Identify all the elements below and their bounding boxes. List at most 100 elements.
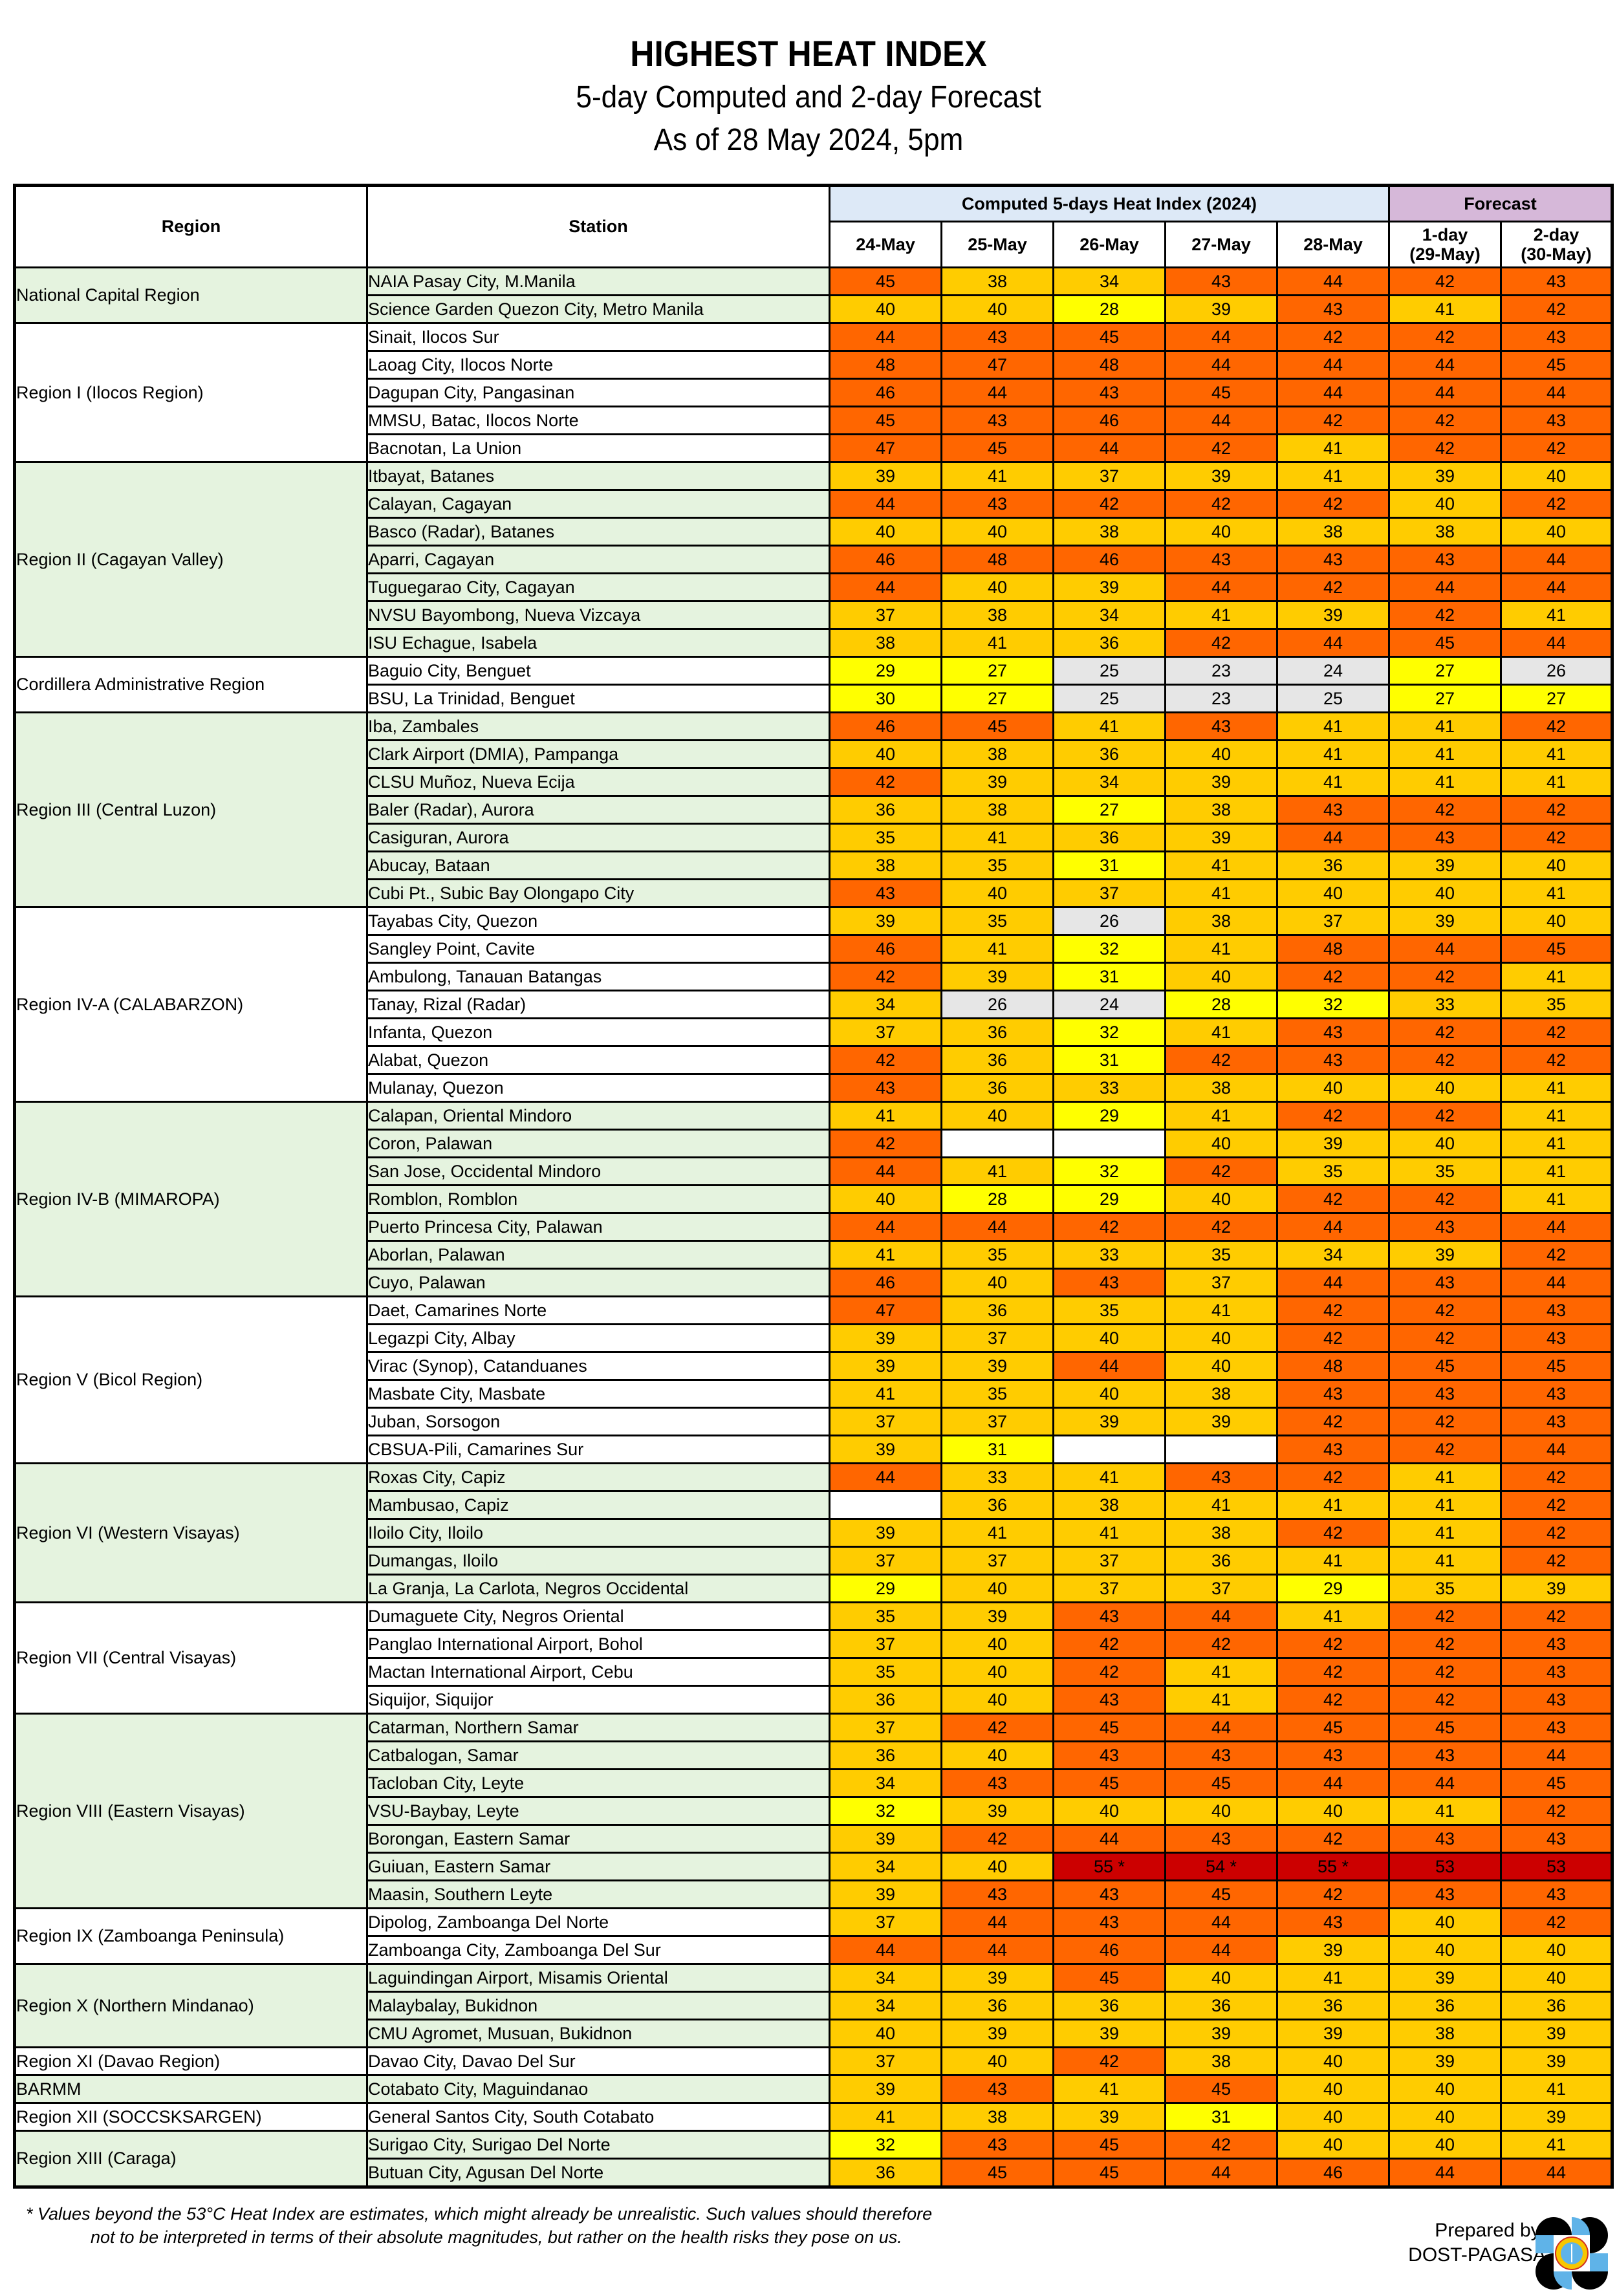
region-cell: Region II (Cagayan Valley) — [14, 461, 368, 658]
heat-index-value: 28 — [1052, 294, 1166, 324]
heat-index-value: 42 — [1276, 1518, 1390, 1548]
heat-index-value: 37 — [1052, 1574, 1166, 1603]
forecast-value: 41 — [1500, 739, 1613, 769]
station-cell: Dumangas, Iloilo — [366, 1546, 830, 1576]
heat-index-value: 43 — [1164, 1740, 1278, 1770]
table-row: Virac (Synop), Catanduanes 39 39 44 40 48 45 45 — [15, 1351, 1613, 1381]
heat-index-value: 40 — [1164, 1129, 1278, 1158]
heat-index-value: 46 — [1276, 2158, 1390, 2188]
heat-index-value: 37 — [940, 1546, 1054, 1576]
forecast-value: 42 — [1388, 1045, 1502, 1075]
heat-index-value: 38 — [940, 795, 1054, 825]
heat-index-value: 34 — [829, 990, 942, 1019]
heat-index-value: 43 — [1276, 1045, 1390, 1075]
station-cell: Zamboanga City, Zamboanga Del Sur — [366, 1935, 830, 1965]
heat-index-value: 23 — [1164, 656, 1278, 686]
forecast-value: 41 — [1388, 294, 1502, 324]
forecast-value: 27 — [1388, 656, 1502, 686]
forecast-value: 41 — [1500, 1073, 1613, 1103]
heat-index-value: 43 — [1052, 378, 1166, 407]
heat-index-value: 40 — [1164, 1184, 1278, 1214]
heat-index-value: 40 — [1276, 878, 1390, 908]
heat-index-value: 25 — [1276, 684, 1390, 713]
heat-index-value: 32 — [1276, 990, 1390, 1019]
forecast-value: 42 — [1388, 1435, 1502, 1464]
page-title: HIGHEST HEAT INDEX — [630, 33, 987, 74]
forecast-value: 53 — [1500, 1852, 1613, 1881]
forecast-value: 43 — [1500, 1879, 1613, 1909]
heat-index-value: 43 — [1164, 1462, 1278, 1492]
heat-index-value: 42 — [1276, 1824, 1390, 1854]
table-row: Mactan International Airport, Cebu 35 40 42… — [15, 1657, 1613, 1687]
forecast-value: 41 — [1500, 1184, 1613, 1214]
forecast-value: 40 — [1500, 1935, 1613, 1965]
region-cell: Region I (Ilocos Region) — [14, 322, 368, 463]
region-cell: Region III (Central Luzon) — [14, 711, 368, 908]
station-cell: Roxas City, Capiz — [366, 1462, 830, 1492]
heat-index-value: 36 — [940, 1045, 1054, 1075]
forecast-value: 43 — [1500, 1295, 1613, 1325]
heat-index-value: 45 — [1052, 1963, 1166, 1993]
heat-index-value: 31 — [1052, 1045, 1166, 1075]
forecast-value: 43 — [1388, 823, 1502, 852]
station-cell: Catarman, Northern Samar — [366, 1713, 830, 1742]
group-header-computed: Computed 5-days Heat Index (2024) — [829, 184, 1390, 222]
heat-index-value: 39 — [1164, 1407, 1278, 1436]
station-cell: NAIA Pasay City, M.Manila — [366, 266, 830, 296]
heat-index-value: 43 — [1052, 1907, 1166, 1937]
heat-index-value: 41 — [1164, 1685, 1278, 1715]
heat-index-value: 41 — [940, 823, 1054, 852]
forecast-value: 39 — [1388, 461, 1502, 491]
heat-index-value: 30 — [829, 684, 942, 713]
heat-index-value: 31 — [1164, 2102, 1278, 2132]
heat-index-value: 44 — [1276, 628, 1390, 658]
forecast-value: 41 — [1388, 739, 1502, 769]
heat-index-value: 44 — [829, 1462, 942, 1492]
heat-index-value: 41 — [1052, 1462, 1166, 1492]
heat-index-value: 45 — [940, 711, 1054, 741]
heat-index-value: 43 — [1276, 795, 1390, 825]
forecast-value: 41 — [1500, 2074, 1613, 2104]
table-row: Tuguegarao City, Cagayan 44 40 39 44 42 44 44 — [15, 572, 1613, 602]
station-cell: Virac (Synop), Catanduanes — [366, 1351, 830, 1381]
forecast-value: 44 — [1500, 2158, 1613, 2188]
station-cell: Mulanay, Quezon — [366, 1073, 830, 1103]
table-row: La Granja, La Carlota, Negros Occidental… — [15, 1574, 1613, 1603]
table-row: Aborlan, Palawan 41 35 33 35 34 39 42 — [15, 1240, 1613, 1270]
heat-index-value: 41 — [1276, 767, 1390, 797]
heat-index-value: 40 — [940, 517, 1054, 547]
table-row: Iloilo City, Iloilo 39 41 41 38 42 41 42 — [15, 1518, 1613, 1548]
forecast-value: 42 — [1388, 406, 1502, 435]
heat-index-value: 42 — [1276, 572, 1390, 602]
heat-index-value: 40 — [1052, 1323, 1166, 1353]
heat-index-value: 39 — [1164, 767, 1278, 797]
heat-index-value: 42 — [1052, 1657, 1166, 1687]
forecast-value: 42 — [1388, 795, 1502, 825]
forecast-value: 41 — [1388, 1546, 1502, 1576]
forecast-value: 33 — [1388, 990, 1502, 1019]
heat-index-value: 34 — [829, 1768, 942, 1798]
station-cell: CBSUA-Pili, Camarines Sur — [366, 1435, 830, 1464]
table-row: Casiguran, Aurora 35 41 36 39 44 43 42 — [15, 823, 1613, 852]
heat-index-value: 41 — [1164, 1657, 1278, 1687]
heat-index-value: 44 — [829, 1212, 942, 1242]
heat-index-value: 35 — [940, 1379, 1054, 1409]
heat-index-value: 40 — [940, 1740, 1054, 1770]
heat-index-value: 37 — [829, 600, 942, 630]
heat-index-value — [940, 1129, 1054, 1158]
heat-index-value: 33 — [1052, 1073, 1166, 1103]
table-row: Catbalogan, Samar 36 40 43 43 43 43 44 — [15, 1740, 1613, 1770]
heat-index-value: 37 — [1052, 878, 1166, 908]
table-row: Region XII (SOCCSKSARGEN) General Santos … — [14, 2102, 1613, 2132]
forecast-value: 42 — [1500, 1045, 1613, 1075]
heat-index-value: 35 — [1052, 1295, 1166, 1325]
station-cell: Borongan, Eastern Samar — [366, 1824, 830, 1854]
forecast-value: 45 — [1388, 1351, 1502, 1381]
heat-index-value: 35 — [829, 1601, 942, 1631]
forecast-value: 41 — [1500, 962, 1613, 991]
column-header-day: 27-May — [1164, 221, 1278, 268]
table-row: Region VI (Western Visayas) Roxas City, C… — [14, 1462, 1613, 1603]
forecast-value: 40 — [1500, 1963, 1613, 1993]
forecast-value: 43 — [1500, 1657, 1613, 1687]
station-cell: Malaybalay, Bukidnon — [366, 1991, 830, 2020]
